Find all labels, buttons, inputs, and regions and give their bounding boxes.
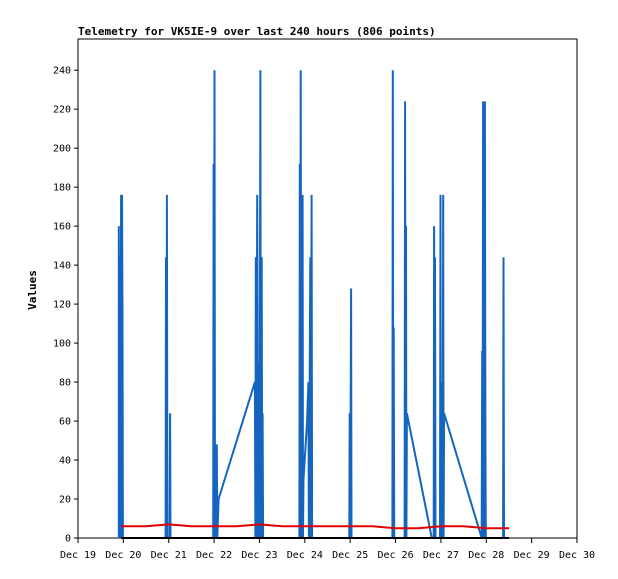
series-line-1 [121, 523, 509, 530]
y-tick-label: 120 [53, 300, 71, 311]
y-axis-label: Values [26, 270, 39, 310]
y-tick-label: 40 [59, 456, 71, 467]
y-tick-label: 60 [59, 417, 71, 428]
y-tick-label: 240 [53, 66, 71, 77]
y-tick-label: 0 [65, 534, 71, 545]
y-tick-label: 160 [53, 222, 71, 233]
y-tick-label: 220 [53, 105, 71, 116]
chart-title: Telemetry for VK5IE-9 over last 240 hour… [78, 25, 436, 38]
y-tick-label: 20 [59, 495, 71, 506]
y-axis-ticks: 0 20 40 60 80 100 120 140 160 180 200 220 240 [53, 66, 78, 545]
series-layer [117, 70, 509, 539]
plot-area [77, 38, 578, 539]
series-line-0 [117, 70, 505, 539]
x-tick-label: Dec 23 [241, 550, 277, 561]
x-tick-label: Dec 26 [377, 550, 413, 561]
y-tick-label: 140 [53, 261, 71, 272]
x-tick-label: Dec 24 [287, 550, 323, 561]
y-tick-label: 200 [53, 144, 71, 155]
y-tick-label: 100 [53, 339, 71, 350]
x-tick-label: Dec 28 [468, 550, 504, 561]
x-tick-label: Dec 29 [514, 550, 550, 561]
x-tick-label: Dec 21 [151, 550, 187, 561]
y-tick-label: 80 [59, 378, 71, 389]
x-axis-ticks: Dec 19 Dec 20 Dec 21 Dec 22 Dec 23 Dec 24 Dec … [60, 538, 595, 561]
x-tick-label: Dec 19 [60, 550, 96, 561]
x-tick-label: Dec 25 [332, 550, 368, 561]
y-tick-label: 180 [53, 183, 71, 194]
x-tick-label: Dec 20 [105, 550, 141, 561]
x-tick-label: Dec 30 [559, 550, 595, 561]
x-tick-label: Dec 22 [196, 550, 232, 561]
x-tick-label: Dec 27 [423, 550, 459, 561]
